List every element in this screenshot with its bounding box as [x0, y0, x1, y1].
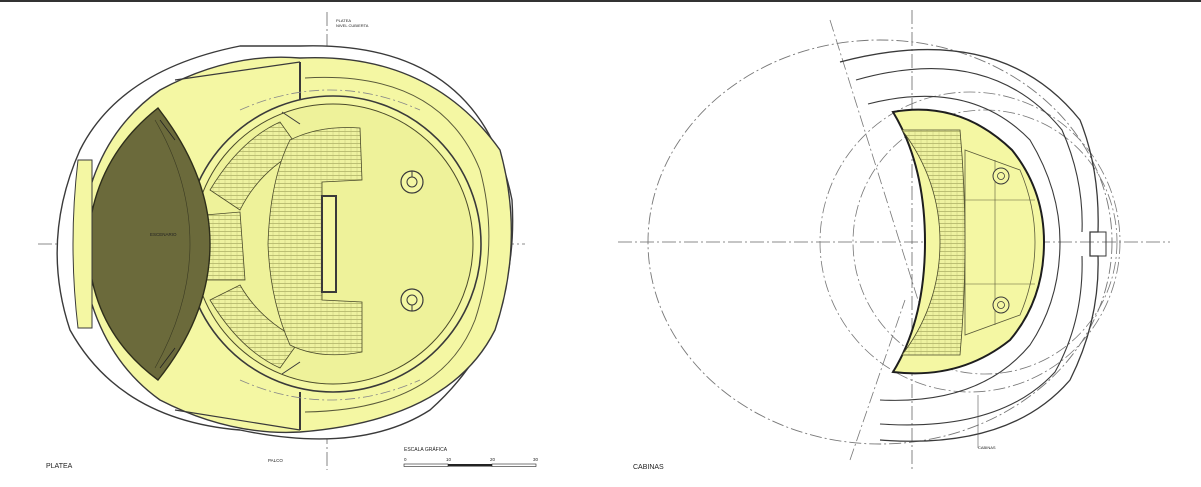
scale-tick: 10	[446, 457, 452, 462]
platea-top-sublabel: NIVEL CUBIERTA	[336, 23, 369, 28]
palco-label: PALCO	[268, 458, 283, 463]
seating-block-main	[267, 127, 363, 356]
scale-tick: 30	[533, 457, 539, 462]
scale-tick: 20	[490, 457, 496, 462]
platea-top-label: PLATEA	[336, 18, 351, 23]
construction-oval	[647, 39, 1113, 445]
seating-block	[209, 121, 301, 211]
seating-block	[209, 284, 301, 369]
top-border	[0, 0, 1201, 2]
stage-label: ESCENARIO	[150, 232, 177, 237]
stair-icon	[400, 170, 424, 194]
scale-tick: 0	[404, 457, 407, 462]
stair-icon	[992, 296, 1010, 314]
graphic-scale: ESCALA GRÁFICA 0 10 20 30	[403, 446, 539, 467]
left-plan-title: PLATEA	[46, 463, 73, 470]
seating-block	[901, 129, 966, 356]
scale-title: ESCALA GRÁFICA	[404, 446, 448, 453]
stair-icon	[992, 167, 1010, 185]
stair-icon	[400, 288, 424, 312]
cabinas-callout-label: CABINAS	[978, 445, 996, 450]
platea-plan: ESCENARIO PLATEA NIVEL CUBIERTA PALCO PL…	[38, 12, 525, 470]
seating-block	[204, 211, 246, 281]
orchestra-pit-edge	[321, 195, 337, 293]
right-plan-title: CABINAS	[633, 464, 664, 471]
cabinas-plan: CABINAS CABINAS	[618, 10, 1170, 471]
